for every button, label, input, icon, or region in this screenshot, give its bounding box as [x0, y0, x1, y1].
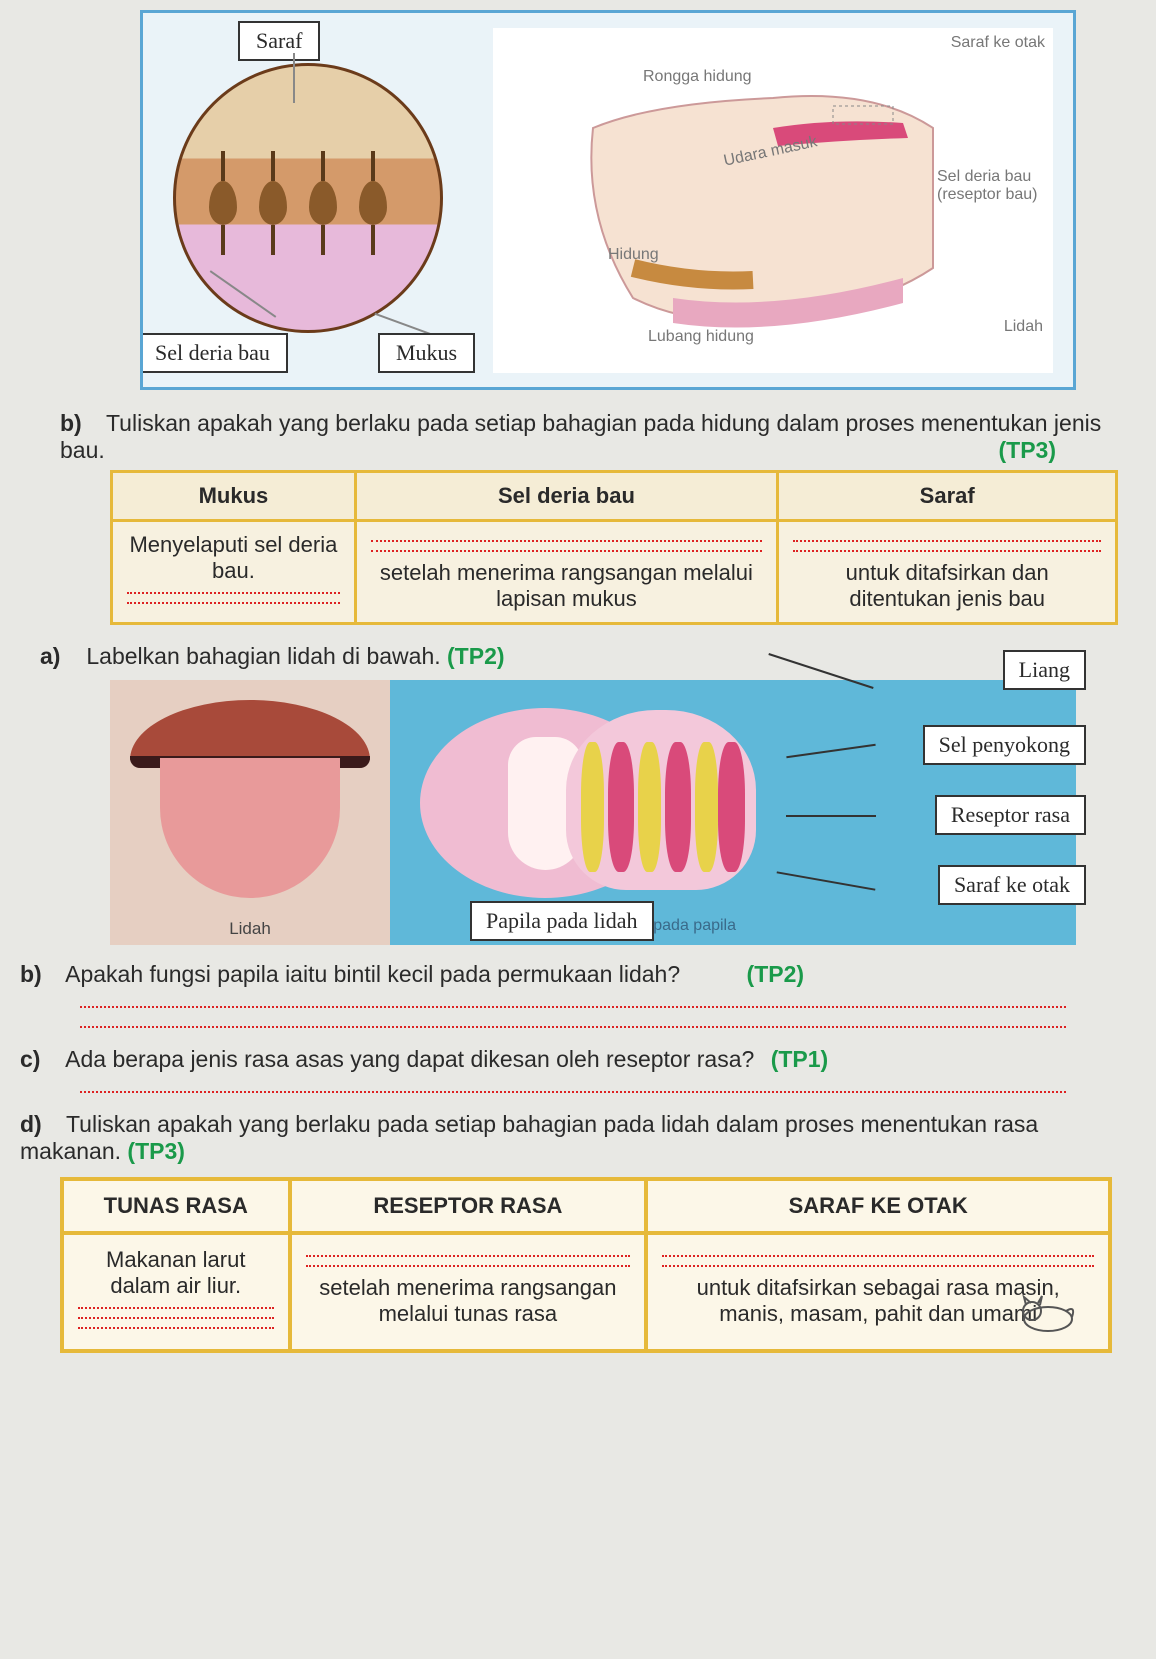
question-d: d) Tuliskan apakah yang berlaku pada set…	[20, 1111, 1116, 1165]
tongue-process-table: TUNAS RASA RESEPTOR RASA SARAF KE OTAK M…	[60, 1177, 1112, 1353]
t1-h1: Mukus	[112, 472, 356, 521]
label-mukus: Mukus	[378, 333, 475, 373]
q-b1-tp: (TP3)	[999, 437, 1057, 464]
mouth-image: Lidah	[110, 680, 390, 945]
t2-h3: SARAF KE OTAK	[646, 1179, 1110, 1233]
cat-doodle-icon	[1016, 1289, 1076, 1343]
answer-lines-b2	[80, 1006, 1066, 1028]
lbl-hidung: Hidung	[608, 246, 659, 264]
t1-h2: Sel deria bau	[355, 472, 777, 521]
t2-c1: Makanan larut dalam air liur.	[62, 1233, 290, 1351]
nose-cross-section: Saraf ke otak Rongga hidung Udara masuk …	[493, 28, 1053, 373]
q-a-tp: (TP2)	[447, 643, 505, 669]
lbl-sel-deria-bau-print: Sel deria bau (reseptor bau)	[937, 168, 1047, 204]
t2-c1-text: Makanan larut dalam air liur.	[106, 1247, 245, 1298]
t2-c3-text: untuk ditafsirkan sebagai rasa masin, ma…	[697, 1275, 1060, 1326]
lbl-lidah: Lidah	[1004, 318, 1043, 336]
q-b1-text: Tuliskan apakah yang berlaku pada setiap…	[60, 410, 1101, 463]
q-c-text: Ada berapa jenis rasa asas yang dapat di…	[65, 1046, 754, 1072]
question-b1: b) Tuliskan apakah yang berlaku pada set…	[60, 410, 1116, 464]
lbl-rongga-hidung: Rongga hidung	[643, 68, 752, 86]
q-b2-label: b)	[20, 961, 60, 988]
olfactory-cells-closeup	[173, 63, 443, 333]
lidah-caption: Lidah	[110, 919, 390, 939]
lbl-lubang-hidung: Lubang hidung	[648, 328, 754, 346]
t1-h3: Saraf	[778, 472, 1117, 521]
nose-svg	[573, 68, 953, 348]
taste-bud-closeup	[566, 710, 756, 890]
tongue-diagram: Lidah Tunas rasa pada papila Papila pada…	[110, 680, 1076, 945]
q-d-label: d)	[20, 1111, 60, 1138]
t1-c1: Menyelaputi sel deria bau.	[112, 521, 356, 624]
label-reseptor-rasa: Reseptor rasa	[935, 795, 1086, 835]
q-a-label: a)	[40, 643, 80, 670]
lbl-saraf-ke-otak: Saraf ke otak	[951, 34, 1045, 52]
t1-c3-text: untuk ditafsirkan dan ditentukan jenis b…	[846, 560, 1049, 611]
label-saraf: Saraf	[238, 21, 320, 61]
t1-c1-text: Menyelaputi sel deria bau.	[129, 532, 337, 583]
q-a-text: Labelkan bahagian lidah di bawah.	[86, 643, 440, 669]
q-b2-tp: (TP2)	[747, 961, 805, 987]
t2-h2: RESEPTOR RASA	[290, 1179, 647, 1233]
q-b2-text: Apakah fungsi papila iaitu bintil kecil …	[65, 961, 680, 987]
question-b2: b) Apakah fungsi papila iaitu bintil kec…	[20, 961, 1116, 988]
nose-process-table: Mukus Sel deria bau Saraf Menyelaputi se…	[110, 470, 1118, 625]
t2-c2: setelah menerima rangsangan melalui tuna…	[290, 1233, 647, 1351]
t1-c3: untuk ditafsirkan dan ditentukan jenis b…	[778, 521, 1117, 624]
answer-lines-c	[80, 1091, 1066, 1093]
label-saraf-ke-otak: Saraf ke otak	[938, 865, 1086, 905]
worksheet-page: Saraf Sel deria bau Mukus Saraf ke otak …	[0, 0, 1156, 1401]
label-sel-penyokong: Sel penyokong	[923, 725, 1086, 765]
t2-c2-text: setelah menerima rangsangan melalui tuna…	[319, 1275, 616, 1326]
q-c-label: c)	[20, 1046, 60, 1073]
question-c: c) Ada berapa jenis rasa asas yang dapat…	[20, 1046, 1116, 1073]
q-c-tp: (TP1)	[771, 1046, 829, 1072]
q-d-tp: (TP3)	[127, 1138, 185, 1164]
label-papila: Papila pada lidah	[470, 901, 654, 941]
q-b1-label: b)	[60, 410, 100, 437]
question-a: a) Labelkan bahagian lidah di bawah. (TP…	[40, 643, 1116, 670]
nose-diagram: Saraf Sel deria bau Mukus Saraf ke otak …	[140, 10, 1076, 390]
t1-c2: setelah menerima rangsangan melalui lapi…	[355, 521, 777, 624]
t2-h1: TUNAS RASA	[62, 1179, 290, 1233]
label-liang: Liang	[1003, 650, 1086, 690]
t1-c2-text: setelah menerima rangsangan melalui lapi…	[380, 560, 753, 611]
label-sel-deria-bau: Sel deria bau	[140, 333, 288, 373]
